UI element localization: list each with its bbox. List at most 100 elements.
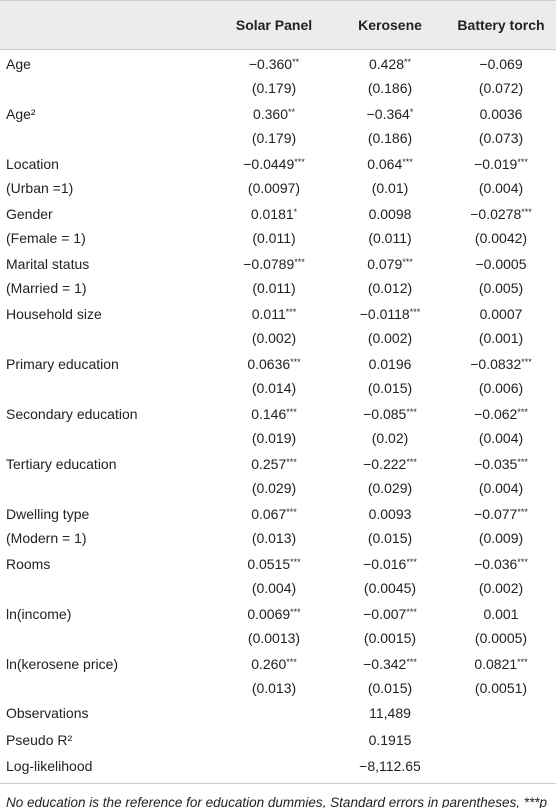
standard-error: (0.002) <box>478 579 524 596</box>
standard-error: (0.01) <box>371 179 409 196</box>
row-label: Pseudo R² <box>6 731 73 748</box>
cell: 0.0069*** (0.0013) <box>214 600 334 650</box>
empty-cell <box>446 727 556 754</box>
standard-error: (0.015) <box>367 679 413 696</box>
label-line: Dwelling type <box>6 506 90 522</box>
standard-error: (0.015) <box>367 529 413 546</box>
regression-table: Solar Panel Kerosene Battery torch Age −0.3… <box>0 0 556 784</box>
cell: −0.342*** (0.015) <box>334 650 446 700</box>
label-line: Age² <box>6 106 36 122</box>
coefficient: −0.007*** <box>363 606 417 622</box>
significance-stars: ** <box>288 107 296 117</box>
cell: 0.0636*** (0.014) <box>214 350 334 400</box>
significance-stars: *** <box>286 457 297 467</box>
empty-cell <box>214 753 334 784</box>
label-line: Age <box>6 56 31 72</box>
cell: −0.0789*** (0.011) <box>214 250 334 300</box>
standard-error: (0.011) <box>252 229 296 246</box>
table-row: Age −0.360** (0.179) 0.428** (0.186) −0.069 (0… <box>0 50 556 101</box>
standard-error: (0.013) <box>251 529 297 546</box>
coefficient: 0.0098 <box>368 206 412 222</box>
empty-cell <box>446 753 556 784</box>
cell: 0.0093 (0.015) <box>334 500 446 550</box>
coefficient: −0.0278*** <box>470 206 532 222</box>
cell: −0.085*** (0.02) <box>334 400 446 450</box>
coefficient: 0.260*** <box>251 656 297 672</box>
coefficient: 0.257*** <box>251 456 297 472</box>
table-row: Rooms 0.0515*** (0.004) −0.016*** (0.0045) −0… <box>0 550 556 600</box>
stat-value: 11,489 <box>369 705 411 721</box>
label-line: (Urban =1) <box>6 179 74 196</box>
stat-row: Observations 11,489 <box>0 700 556 727</box>
significance-stars: *** <box>406 607 417 617</box>
significance-stars: ** <box>404 57 412 67</box>
label-line: (Female = 1) <box>6 229 86 246</box>
stat-row: Pseudo R² 0.1915 <box>0 727 556 754</box>
cell: 0.0007 (0.001) <box>446 300 556 350</box>
coefficient: −0.062*** <box>474 406 528 422</box>
significance-stars: *** <box>286 407 297 417</box>
coefficient: 0.001 <box>483 606 519 622</box>
significance-stars: *** <box>294 157 305 167</box>
standard-error: (0.019) <box>251 429 297 446</box>
cell: 0.001 (0.0005) <box>446 600 556 650</box>
standard-error: (0.015) <box>367 379 413 396</box>
table-row: ln(income) 0.0069*** (0.0013) −0.007*** (0.0… <box>0 600 556 650</box>
significance-stars: *** <box>294 257 305 267</box>
coefficient: 0.360** <box>252 106 296 122</box>
cell: −0.035*** (0.004) <box>446 450 556 500</box>
standard-error: (0.004) <box>478 479 524 496</box>
label-line: Tertiary education <box>6 456 117 472</box>
cell: −0.016*** (0.0045) <box>334 550 446 600</box>
significance-stars: *** <box>517 457 528 467</box>
label-line: ln(kerosene price) <box>6 656 119 672</box>
significance-stars: *** <box>406 407 417 417</box>
coefficient: −0.0789*** <box>243 256 305 272</box>
table-row: Location (Urban =1) −0.0449*** (0.0097) 0.06… <box>0 150 556 200</box>
significance-stars: *** <box>517 407 528 417</box>
row-label: Location (Urban =1) <box>0 150 214 200</box>
label-line: Location <box>6 156 59 172</box>
standard-error: (0.009) <box>478 529 524 546</box>
standard-error: (0.0045) <box>363 579 417 596</box>
coefficient: −0.0118*** <box>359 306 421 322</box>
row-label: ln(kerosene price) <box>0 650 214 700</box>
cell: 0.064*** (0.01) <box>334 150 446 200</box>
label-line: Gender <box>6 206 53 222</box>
standard-error: (0.011) <box>368 229 412 246</box>
label-line: Primary education <box>6 356 119 372</box>
cell: 0.428** (0.186) <box>334 50 446 101</box>
significance-stars: *** <box>517 657 528 667</box>
coefficient: −0.360** <box>248 56 300 72</box>
cell: 0.0036 (0.073) <box>446 100 556 150</box>
standard-error: (0.186) <box>367 129 413 146</box>
label-line: (Modern = 1) <box>6 529 87 546</box>
label-line: Rooms <box>6 556 51 572</box>
significance-stars: *** <box>406 657 417 667</box>
label-line: (Married = 1) <box>6 279 87 296</box>
row-label: Age² <box>0 100 214 150</box>
significance-stars: *** <box>290 357 301 367</box>
standard-error: (0.011) <box>252 279 296 296</box>
cell: −0.360** (0.179) <box>214 50 334 101</box>
coefficient: −0.0832*** <box>470 356 532 372</box>
coefficient: 0.0515*** <box>247 556 301 572</box>
column-header: Kerosene <box>334 0 446 50</box>
coefficient: −0.0005 <box>475 256 527 272</box>
coefficient: −0.016*** <box>363 556 417 572</box>
table-row: ln(kerosene price) 0.260*** (0.013) −0.342*… <box>0 650 556 700</box>
coefficient: −0.342*** <box>363 656 417 672</box>
corner-cell <box>0 0 214 50</box>
table-body: Age −0.360** (0.179) 0.428** (0.186) −0.069 (0… <box>0 50 556 784</box>
coefficient: 0.079*** <box>367 256 413 272</box>
coefficient: 0.0093 <box>368 506 412 522</box>
footnote: No education is the reference for educat… <box>6 794 548 808</box>
standard-error: (0.179) <box>251 79 297 96</box>
coefficient: 0.0069*** <box>247 606 301 622</box>
label-line: Household size <box>6 306 102 322</box>
row-label: Gender (Female = 1) <box>0 200 214 250</box>
coefficient: 0.0036 <box>479 106 523 122</box>
cell: −0.0449*** (0.0097) <box>214 150 334 200</box>
cell: −0.0118*** (0.002) <box>334 300 446 350</box>
